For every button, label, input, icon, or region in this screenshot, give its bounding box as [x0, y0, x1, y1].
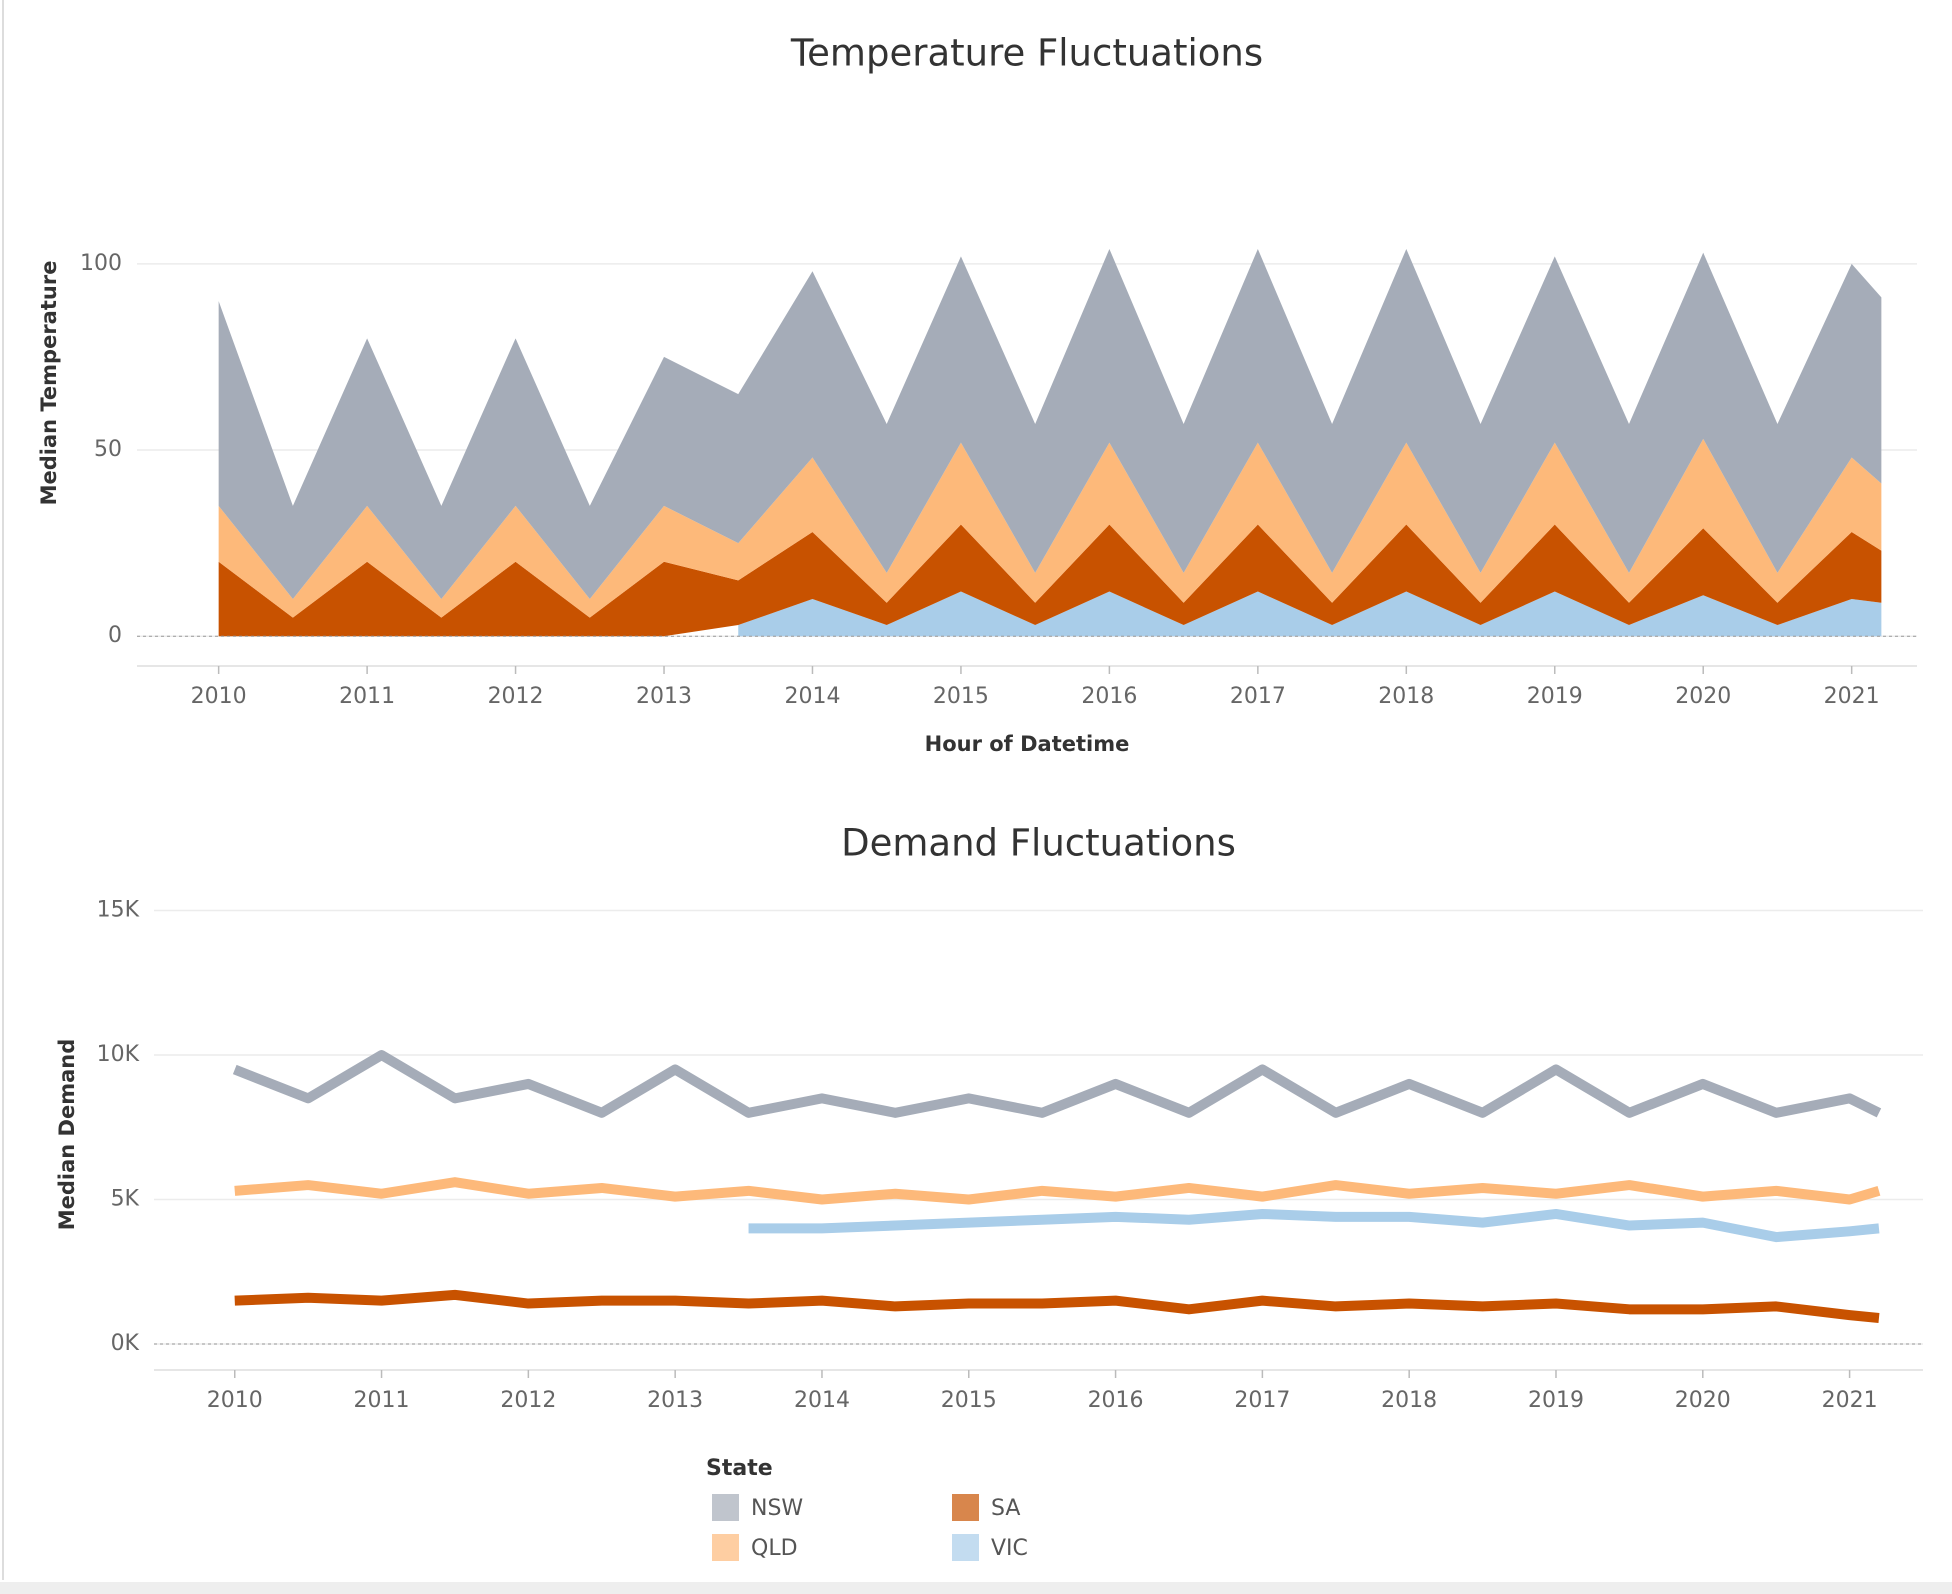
- line: [234, 1177, 1881, 1205]
- legend-title: State: [706, 1456, 773, 1481]
- area: [738, 591, 1882, 637]
- bottom-bar: [0, 1582, 1952, 1594]
- y-tick-label: 0: [108, 623, 122, 648]
- x-tick-label: 2018: [1381, 1388, 1437, 1413]
- x-tick-label: 2016: [1088, 1388, 1144, 1413]
- x-tick-label: 2012: [500, 1388, 556, 1413]
- x-axis-title: Hour of Datetime: [925, 732, 1130, 756]
- x-tick-label: 2019: [1528, 1388, 1584, 1413]
- legend-swatch: [952, 1534, 979, 1561]
- legend-swatch: [952, 1494, 979, 1521]
- y-tick-label: 10K: [97, 1042, 140, 1067]
- y-axis-title: Median Temperature: [37, 261, 61, 506]
- x-tick-label: 2011: [354, 1388, 410, 1413]
- y-tick-label: 50: [94, 437, 122, 462]
- x-tick-label: 2017: [1234, 1388, 1290, 1413]
- x-tick-label: 2010: [207, 1388, 263, 1413]
- y-axis-title: Median Demand: [55, 1039, 79, 1231]
- legend-label: SA: [991, 1496, 1020, 1521]
- area: [218, 438, 1882, 618]
- line: [232, 1050, 1882, 1118]
- x-tick-label: 2019: [1527, 684, 1583, 709]
- x-tick-label: 2015: [941, 1388, 997, 1413]
- chart-title: Temperature Fluctuations: [790, 32, 1263, 75]
- x-tick-label: 2013: [647, 1388, 703, 1413]
- area: [218, 248, 1882, 599]
- legend-label: NSW: [751, 1496, 803, 1521]
- y-tick-label: 5K: [111, 1187, 140, 1212]
- y-tick-label: 0K: [111, 1331, 140, 1356]
- x-tick-label: 2010: [191, 684, 247, 709]
- y-tick-label: 15K: [97, 898, 140, 923]
- legend-label: QLD: [751, 1536, 798, 1561]
- x-tick-label: 2018: [1378, 684, 1434, 709]
- chart-title: Demand Fluctuations: [841, 822, 1236, 865]
- area: [218, 524, 1882, 637]
- legend-swatch: [712, 1534, 739, 1561]
- x-tick-label: 2011: [339, 684, 395, 709]
- x-tick-label: 2021: [1824, 684, 1880, 709]
- line: [234, 1289, 1880, 1323]
- x-tick-label: 2020: [1675, 1388, 1731, 1413]
- x-tick-label: 2016: [1081, 684, 1137, 709]
- x-tick-label: 2020: [1675, 684, 1731, 709]
- x-tick-label: 2021: [1822, 1388, 1878, 1413]
- x-tick-label: 2013: [636, 684, 692, 709]
- x-tick-label: 2012: [488, 684, 544, 709]
- legend-swatch: [712, 1494, 739, 1521]
- line: [748, 1208, 1880, 1243]
- x-tick-label: 2017: [1230, 684, 1286, 709]
- legend-label: VIC: [991, 1536, 1028, 1561]
- x-tick-label: 2015: [933, 684, 989, 709]
- x-tick-label: 2014: [794, 1388, 850, 1413]
- y-tick-label: 100: [80, 251, 122, 276]
- x-tick-label: 2014: [784, 684, 840, 709]
